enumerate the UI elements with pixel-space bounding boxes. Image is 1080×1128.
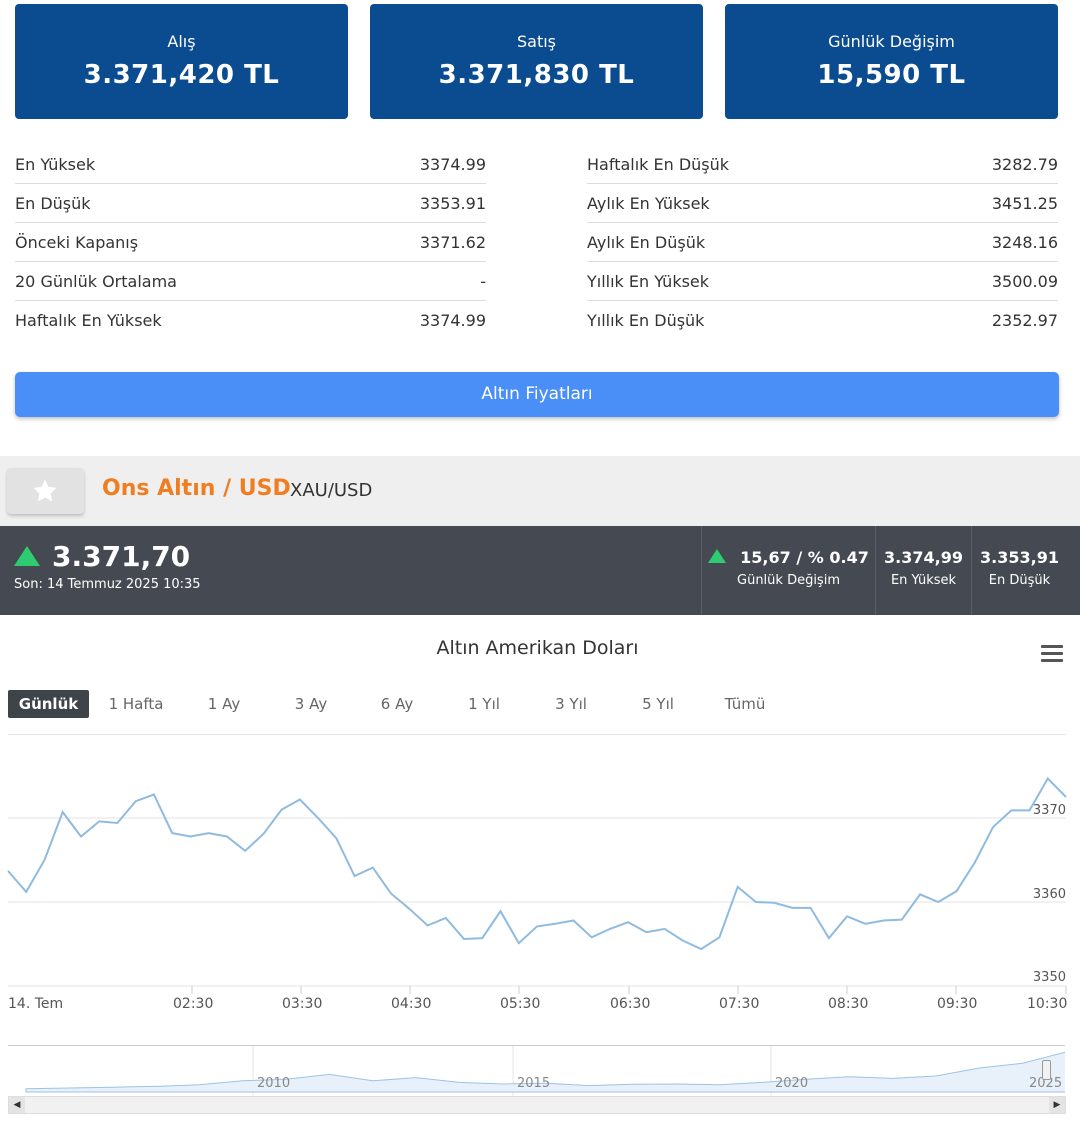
stat-row: Haftalık En Düşük 3282.79	[587, 145, 1058, 184]
x-tick-label: 03:30	[282, 996, 323, 1012]
navigator-handle[interactable]	[1042, 1060, 1051, 1080]
change-value-wrap: 15,67 / % 0.47	[702, 548, 875, 567]
x-tick-label: 06:30	[610, 996, 651, 1012]
x-tick-label: 14. Tem	[8, 996, 64, 1012]
stat-value: 3371.62	[419, 233, 486, 252]
stat-value: 3248.16	[991, 233, 1058, 252]
chart-scrollbar[interactable]: ◀ ▶	[8, 1096, 1066, 1114]
stat-value: 2352.97	[991, 311, 1058, 330]
low-label: En Düşük	[988, 573, 1051, 588]
stat-label: En Düşük	[15, 194, 91, 213]
sell-label: Satış	[516, 32, 556, 51]
stat-value: 3353.91	[419, 194, 486, 213]
navigator-tick: 2010	[257, 1076, 291, 1091]
range-1-month[interactable]: 1 Ay	[207, 695, 241, 713]
daily-change-value: 15,590 TL	[817, 60, 966, 90]
x-tick-label: 08:30	[828, 996, 869, 1012]
stat-label: Haftalık En Yüksek	[15, 311, 162, 330]
stat-row: Yıllık En Düşük 2352.97	[587, 301, 1058, 340]
chart-top-border	[8, 734, 1066, 735]
buy-price-card: Alış 3.371,420 TL	[15, 4, 348, 119]
range-3-years[interactable]: 3 Yıl	[555, 695, 587, 713]
daily-change-label: Günlük Değişim	[828, 32, 955, 51]
stat-value: 3451.25	[991, 194, 1058, 213]
price-series-line	[7, 776, 1067, 951]
stat-value: -	[480, 272, 486, 291]
range-1-year[interactable]: 1 Yıl	[468, 695, 500, 713]
scroll-right-arrow-icon[interactable]: ▶	[1049, 1097, 1065, 1113]
up-arrow-icon	[708, 549, 727, 563]
y-tick-label: 3370	[1032, 803, 1066, 818]
stat-row: Haftalık En Yüksek 3374.99	[15, 301, 486, 340]
stat-value: 3500.09	[991, 272, 1058, 291]
low-cell: 3.353,91 En Düşük	[971, 526, 1067, 615]
instrument-code: XAU/USD	[290, 480, 373, 501]
range-6-months[interactable]: 6 Ay	[380, 695, 414, 713]
instrument-title: Ons Altın / USD	[102, 476, 291, 501]
stat-label: Yıllık En Düşük	[587, 311, 705, 330]
instrument-header: Ons Altın / USD XAU/USD	[0, 456, 1080, 526]
stat-row: En Yüksek 3374.99	[15, 145, 486, 184]
buy-value: 3.371,420 TL	[83, 60, 280, 90]
stat-row: 20 Günlük Ortalama -	[15, 262, 486, 301]
chart-menu-icon[interactable]	[1041, 645, 1063, 663]
gold-prices-button[interactable]: Altın Fiyatları	[15, 372, 1059, 417]
stat-row: Önceki Kapanış 3371.62	[15, 223, 486, 262]
star-icon	[33, 479, 57, 502]
buy-label: Alış	[167, 32, 196, 51]
sell-price-card: Satış 3.371,830 TL	[370, 4, 703, 119]
stat-label: Aylık En Düşük	[587, 233, 706, 252]
stat-row: Yıllık En Yüksek 3500.09	[587, 262, 1058, 301]
ticker-bar: 3.371,70 Son: 14 Temmuz 2025 10:35 15,67…	[0, 526, 1080, 615]
stat-label: Aylık En Yüksek	[587, 194, 710, 213]
navigator-tick: 2015	[517, 1076, 551, 1091]
stat-value: 3374.99	[419, 155, 486, 174]
stat-value: 3374.99	[419, 311, 486, 330]
x-tick-label: 02:30	[173, 996, 214, 1012]
x-tick-label: 07:30	[719, 996, 760, 1012]
y-tick-label: 3360	[1032, 887, 1066, 902]
navigator-area	[25, 1051, 1065, 1093]
stat-label: Önceki Kapanış	[15, 233, 139, 252]
navigator-series	[25, 1046, 1065, 1096]
daily-change-card: Günlük Değişim 15,590 TL	[725, 4, 1058, 119]
chart-title: Altın Amerikan Doları	[436, 637, 639, 659]
change-value: 15,67 / % 0.47	[740, 548, 869, 567]
range-3-months[interactable]: 3 Ay	[294, 695, 328, 713]
high-label: En Yüksek	[890, 573, 957, 588]
chart-navigator[interactable]: 2010 2015 2020 2025	[8, 1045, 1065, 1096]
price-line-chart	[7, 776, 1067, 994]
change-label: Günlük Değişim	[737, 573, 840, 588]
x-tick-label: 05:30	[500, 996, 541, 1012]
stat-row: Aylık En Düşük 3248.16	[587, 223, 1058, 262]
stat-label: Haftalık En Düşük	[587, 155, 730, 174]
range-daily[interactable]: Günlük	[8, 690, 89, 718]
navigator-tick: 2020	[775, 1076, 809, 1091]
scroll-left-arrow-icon[interactable]: ◀	[9, 1097, 25, 1113]
navigator-tick: 2025	[1029, 1076, 1063, 1091]
stat-label: 20 Günlük Ortalama	[15, 272, 177, 291]
sell-value: 3.371,830 TL	[438, 60, 635, 90]
stat-row: En Düşük 3353.91	[15, 184, 486, 223]
stat-value: 3282.79	[991, 155, 1058, 174]
gold-summary-panel: Alış 3.371,420 TL Satış 3.371,830 TL Gün…	[0, 0, 1080, 456]
high-value: 3.374,99	[884, 548, 963, 567]
stat-label: En Yüksek	[15, 155, 96, 174]
high-cell: 3.374,99 En Yüksek	[875, 526, 971, 615]
current-price: 3.371,70	[52, 540, 191, 573]
stat-label: Yıllık En Yüksek	[587, 272, 710, 291]
range-1-week[interactable]: 1 Hafta	[108, 695, 164, 713]
range-5-years[interactable]: 5 Yıl	[642, 695, 674, 713]
stat-row: Aylık En Yüksek 3451.25	[587, 184, 1058, 223]
x-tick-label: 10:30	[1027, 996, 1068, 1012]
x-tick-label: 09:30	[937, 996, 978, 1012]
x-tick-label: 04:30	[391, 996, 432, 1012]
range-all[interactable]: Tümü	[724, 695, 766, 713]
daily-change-cell: 15,67 / % 0.47 Günlük Değişim	[701, 526, 875, 615]
favorite-button[interactable]	[7, 468, 84, 514]
last-update: Son: 14 Temmuz 2025 10:35	[14, 577, 201, 592]
up-arrow-icon	[14, 546, 40, 566]
y-tick-label: 3350	[1032, 970, 1066, 985]
low-value: 3.353,91	[980, 548, 1059, 567]
